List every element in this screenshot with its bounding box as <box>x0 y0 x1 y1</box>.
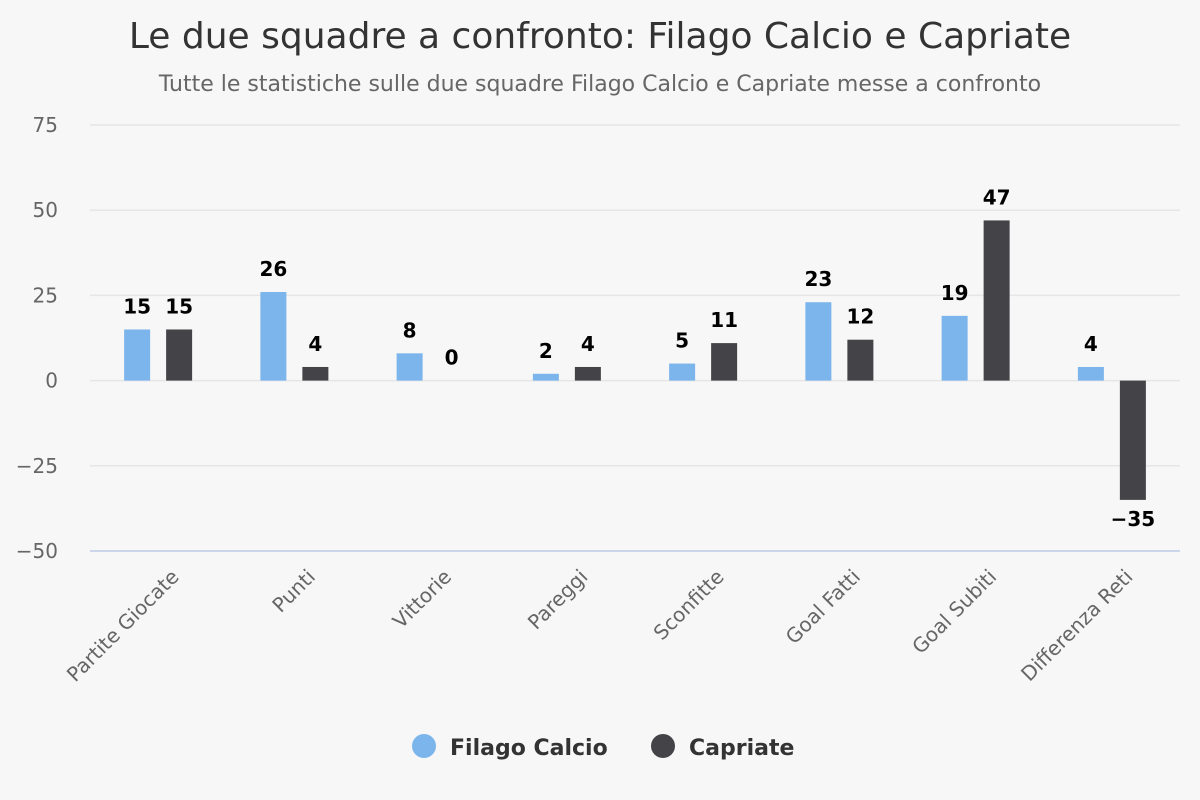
x-tick-label: Vittorie <box>388 565 456 633</box>
data-label: 0 <box>445 346 459 370</box>
legend-label: Capriate <box>689 736 794 761</box>
legend-marker <box>412 734 436 758</box>
data-label: 11 <box>710 308 738 332</box>
x-tick-label: Goal Fatti <box>781 565 865 649</box>
bar-capriate-6[interactable] <box>983 220 1010 381</box>
bar-filago-1[interactable] <box>260 291 287 381</box>
data-label: 19 <box>941 281 969 305</box>
data-label: 12 <box>846 305 874 329</box>
x-tick-label: Sconfitte <box>649 565 729 645</box>
bar-filago-5[interactable] <box>805 302 832 381</box>
x-axis: Partite Giocate Punti Vittorie Pareggi Sconf… <box>62 565 1138 687</box>
bar-capriate-3[interactable] <box>574 366 601 381</box>
y-tick-label: −50 <box>16 539 58 563</box>
chart-subtitle: Tutte le statistiche sulle due squadre F… <box>158 72 1041 97</box>
bar-capriate-0[interactable] <box>166 329 193 381</box>
y-tick-label: 50 <box>33 198 58 222</box>
data-label: −35 <box>1111 507 1156 531</box>
x-tick-label: Goal Subiti <box>907 565 1001 659</box>
bar-filago-7[interactable] <box>1077 366 1104 381</box>
bar-capriate-4[interactable] <box>711 343 738 381</box>
bar-capriate-7[interactable] <box>1119 380 1146 500</box>
data-label: 4 <box>308 332 322 356</box>
bar-filago-6[interactable] <box>941 315 968 381</box>
bar-filago-4[interactable] <box>669 363 696 381</box>
legend-item-capriate[interactable]: Capriate <box>651 734 794 761</box>
data-label: 47 <box>983 185 1011 209</box>
data-label: 23 <box>804 267 832 291</box>
data-label: 15 <box>123 294 151 318</box>
legend-label: Filago Calcio <box>450 736 608 761</box>
bar-filago-2[interactable] <box>396 353 423 381</box>
y-tick-label: −25 <box>16 454 58 478</box>
data-label: 4 <box>581 332 595 356</box>
data-label: 26 <box>259 257 287 281</box>
data-label: 2 <box>539 339 553 363</box>
bar-capriate-1[interactable] <box>302 366 329 381</box>
x-tick-label: Differenza Reti <box>1016 565 1137 686</box>
legend-item-filago[interactable]: Filago Calcio <box>412 734 608 761</box>
y-axis: 75 50 25 0 −25 −50 <box>16 113 58 563</box>
x-tick-label: Partite Giocate <box>62 565 184 687</box>
bar-filago-0[interactable] <box>124 329 151 381</box>
data-label: 5 <box>675 329 689 353</box>
data-label: 8 <box>403 318 417 342</box>
chart-title: Le due squadre a confronto: Filago Calci… <box>129 16 1071 57</box>
bars <box>124 220 1146 500</box>
x-tick-label: Punti <box>267 565 320 618</box>
data-label: 4 <box>1084 332 1098 356</box>
legend-marker <box>651 734 675 758</box>
x-tick-label: Pareggi <box>523 565 593 635</box>
legend[interactable]: Filago Calcio Capriate <box>412 734 794 761</box>
bar-capriate-5[interactable] <box>847 339 874 381</box>
y-tick-label: 0 <box>45 369 58 393</box>
y-tick-label: 25 <box>33 283 58 307</box>
data-label: 15 <box>165 294 193 318</box>
grid-lines <box>90 124 1180 552</box>
y-tick-label: 75 <box>33 113 58 137</box>
bar-filago-3[interactable] <box>532 373 559 381</box>
data-labels: 15 15 26 4 8 0 2 4 5 11 23 12 19 47 4 −35 <box>123 185 1155 530</box>
